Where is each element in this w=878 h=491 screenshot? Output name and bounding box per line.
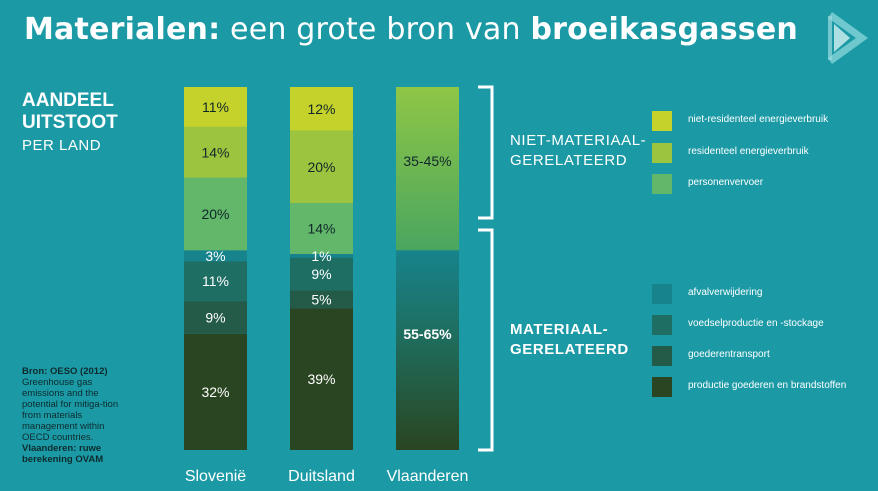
group-label-material-line-1: MATERIAAL- bbox=[510, 321, 609, 338]
legend-label: niet-residenteel energieverbruik bbox=[688, 114, 829, 125]
panel-title: AANDEEL UITSTOOT bbox=[22, 90, 118, 134]
data-label-sloveni-goederentransport: 9% bbox=[205, 310, 225, 326]
legend-swatch bbox=[652, 174, 672, 194]
logo-icon bbox=[828, 12, 868, 64]
bar-duitsland-niet-residenteel-energieverbruik bbox=[290, 87, 353, 131]
data-label-duitsland-afvalverwijdering: 1% bbox=[311, 248, 331, 264]
x-tick-label: Vlaanderen bbox=[387, 468, 469, 485]
data-label-duitsland-productie-goederen-en-brandstoffen: 39% bbox=[307, 371, 335, 387]
data-label-duitsland-personenvervoer: 14% bbox=[307, 221, 335, 237]
data-label-sloveni-voedselproductie-en-stockage: 11% bbox=[202, 273, 229, 289]
panel-subtitle: PER LAND bbox=[22, 137, 102, 154]
data-label-sloveni-productie-goederen-en-brandstoffen: 32% bbox=[201, 384, 229, 400]
legend-label: goederentransport bbox=[688, 349, 770, 360]
axis-layer: Slovenië Duitsland Vlaanderen bbox=[185, 468, 469, 485]
legend-label: afvalverwijdering bbox=[688, 287, 763, 298]
group-label-non-material-line-2: GERELATEERD bbox=[510, 152, 628, 169]
bar-duitsland-goederentransport bbox=[290, 290, 353, 309]
source-label-2: Vlaanderen: ruwe berekening OVAM bbox=[22, 443, 104, 465]
bar-sloveni-personenvervoer bbox=[184, 177, 247, 251]
title-part-1: Materialen: bbox=[24, 12, 221, 47]
data-label-sloveni-afvalverwijdering: 3% bbox=[205, 248, 225, 264]
bar-duitsland-personenvervoer bbox=[290, 203, 353, 254]
x-tick-label: Duitsland bbox=[288, 468, 355, 485]
bar-duitsland-productie-goederen-en-brandstoffen bbox=[290, 308, 353, 450]
legend-swatch bbox=[652, 315, 672, 335]
title-part-2: een grote bron van bbox=[220, 12, 531, 47]
legend-swatch bbox=[652, 377, 672, 397]
source-label: Bron: OESO (2012) bbox=[22, 366, 108, 377]
legend-label: productie goederen en brandstoffen bbox=[688, 380, 847, 391]
bar-vlaanderen-material bbox=[396, 250, 459, 450]
bar-sloveni-afvalverwijdering bbox=[184, 250, 247, 262]
x-tick-label: Slovenië bbox=[185, 468, 246, 485]
legend-swatch bbox=[652, 346, 672, 366]
bar-sloveni-niet-residenteel-energieverbruik bbox=[184, 87, 247, 127]
data-label-sloveni-residenteel-energieverbruik: 14% bbox=[201, 144, 229, 160]
title-part-3: broeikasgassen bbox=[530, 12, 798, 47]
bracket-non-material bbox=[478, 85, 494, 220]
data-label-duitsland-goederentransport: 5% bbox=[311, 291, 331, 307]
legend-label: voedselproductie en -stockage bbox=[688, 318, 824, 329]
labels-layer: 32% 9% 11% 3% 20% 14% 11% 39% 5% 9% 1% 14% 20% 12% 35-… bbox=[201, 99, 452, 400]
data-label-sloveni-personenvervoer: 20% bbox=[201, 206, 229, 222]
source-text: Greenhouse gas emissions and the potenti… bbox=[22, 377, 119, 443]
group-label-non-material: NIET-MATERIAAL- GERELATEERD bbox=[510, 131, 646, 171]
page-title: Materialen: een grote bron van broeikasg… bbox=[24, 12, 798, 47]
data-label-duitsland-niet-residenteel-energieverbruik: 12% bbox=[307, 101, 335, 117]
bar-duitsland-residenteel-energieverbruik bbox=[290, 130, 353, 204]
bracket-material bbox=[478, 228, 494, 452]
bars-layer bbox=[184, 87, 459, 450]
bar-duitsland-afvalverwijdering bbox=[290, 253, 353, 258]
legend-swatch bbox=[652, 143, 672, 163]
legend-swatch bbox=[652, 111, 672, 131]
legend-label: residenteel energieverbruik bbox=[688, 146, 809, 157]
bar-sloveni-residenteel-energieverbruik bbox=[184, 126, 247, 178]
data-label-sloveni-niet-residenteel-energieverbruik: 11% bbox=[202, 99, 229, 115]
bar-sloveni-voedselproductie-en-stockage bbox=[184, 261, 247, 302]
data-label-duitsland-residenteel-energieverbruik: 20% bbox=[307, 159, 335, 175]
bar-duitsland-voedselproductie-en-stockage bbox=[290, 257, 353, 291]
legend-label: personenvervoer bbox=[688, 177, 764, 188]
bar-sloveni-productie-goederen-en-brandstoffen bbox=[184, 333, 247, 450]
panel-title-line-2: UITSTOOT bbox=[22, 112, 118, 133]
group-label-material-line-2: GERELATEERD bbox=[510, 341, 629, 358]
data-label-vlaanderen-material: 55-65% bbox=[403, 326, 452, 342]
group-label-non-material-line-1: NIET-MATERIAAL- bbox=[510, 132, 647, 149]
source-note: Bron: OESO (2012) Greenhouse gas emissio… bbox=[22, 366, 132, 465]
group-label-material: MATERIAAL- GERELATEERD bbox=[510, 320, 629, 360]
bar-vlaanderen-non-material bbox=[396, 87, 459, 251]
data-label-duitsland-voedselproductie-en-stockage: 9% bbox=[311, 266, 331, 282]
legend-swatch bbox=[652, 284, 672, 304]
panel-title-line-1: AANDEEL bbox=[22, 90, 114, 111]
bar-sloveni-goederentransport bbox=[184, 301, 247, 334]
data-label-vlaanderen-non-material: 35-45% bbox=[403, 153, 451, 169]
